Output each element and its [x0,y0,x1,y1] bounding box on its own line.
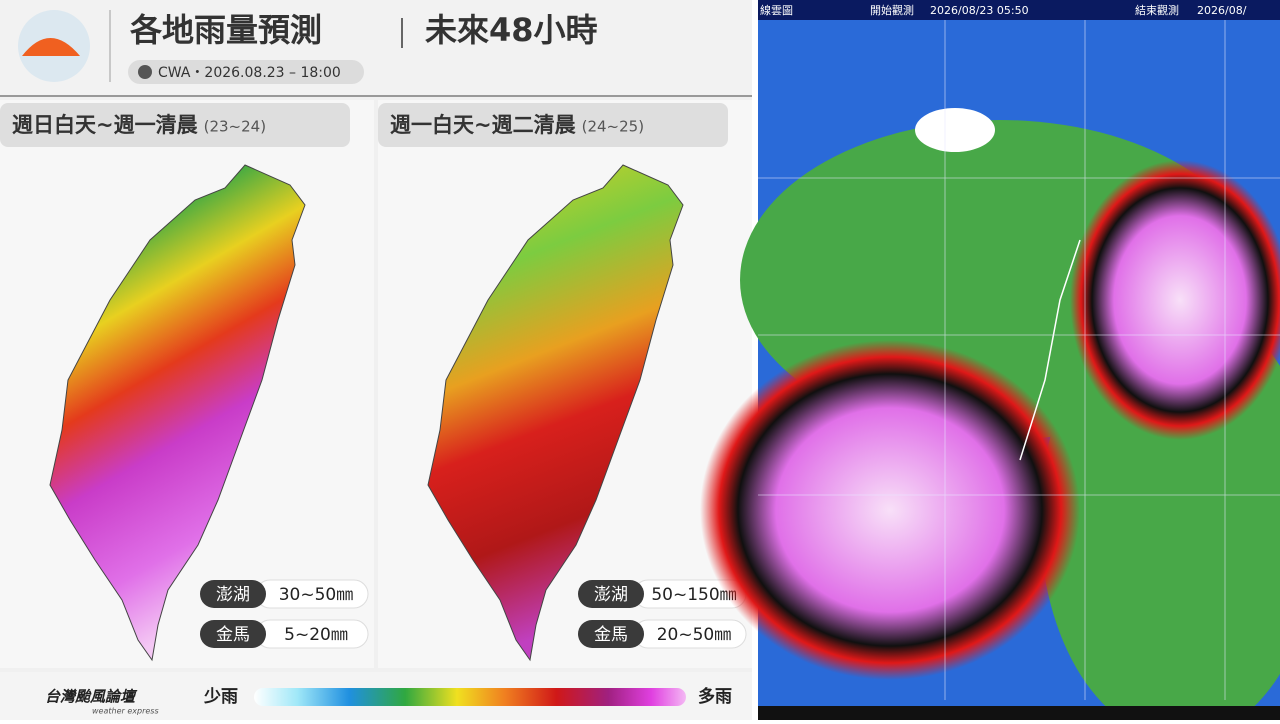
title: 各地雨量預測 [130,11,322,49]
clock-icon [138,65,152,79]
badge-place: 金馬 [594,625,628,645]
coastline [1019,239,1081,461]
panel-title-bar [0,103,350,147]
legend-high: 多雨 [698,686,732,707]
grid [758,20,1280,700]
gap [752,0,758,720]
badge-place-bg [200,580,266,608]
badge-amount: 30~50㎜ [279,585,354,605]
panel-range: (24~25) [582,118,644,136]
badge-amount: 5~20㎜ [284,625,348,645]
sat-label: 線雲圖 [760,3,793,17]
sat-scale [758,706,1280,720]
badge: 澎湖 30~50㎜ [200,579,369,609]
footer-logo: 台灣颱風論壇 [45,688,138,706]
badge-place: 金馬 [216,625,250,645]
sat-start-label: 開始觀測 [870,3,914,17]
legend-low: 少雨 [203,687,238,707]
sat-cloud [1070,160,1280,440]
source: CWA・2026.08.23 – 18:00 [158,65,341,81]
sat-cloud [915,108,995,152]
panel-title: 週日白天~週一清晨 [12,113,199,137]
badge-place-bg [578,580,644,608]
source-pill [128,60,364,84]
sat-start-time: 2026/08/23 05:50 [930,4,1029,17]
header [0,0,752,95]
badge-place: 澎湖 [594,585,628,605]
badge-amount: 50~150㎜ [651,585,736,605]
sat-cloud [700,340,1080,680]
badge-place-bg [578,620,644,648]
badge-amount: 20~50㎜ [657,625,732,645]
panel-title-bar [378,103,728,147]
badge-place-bg [200,620,266,648]
sat-header [758,0,1280,20]
subtitle: 未來48小時 [425,11,598,49]
badge: 澎湖 50~150㎜ [578,579,747,609]
umbrella-icon [22,38,80,56]
sat-end-time: 2026/08/ [1197,4,1247,17]
badge: 金馬 20~50㎜ [578,619,747,649]
panel-title: 週一白天~週二清晨 [390,113,577,137]
badge-place: 澎湖 [216,585,250,605]
satellite-image: 線雲圖 開始觀測 2026/08/23 05:50 結束觀測 2026/08/ [700,0,1280,724]
legend-bar [254,688,686,706]
panel-range: (23~24) [204,118,266,136]
sat-end-label: 結束觀測 [1135,3,1179,17]
badge: 金馬 5~20㎜ [200,619,369,649]
footer-logo-sub: weather express [92,707,159,716]
